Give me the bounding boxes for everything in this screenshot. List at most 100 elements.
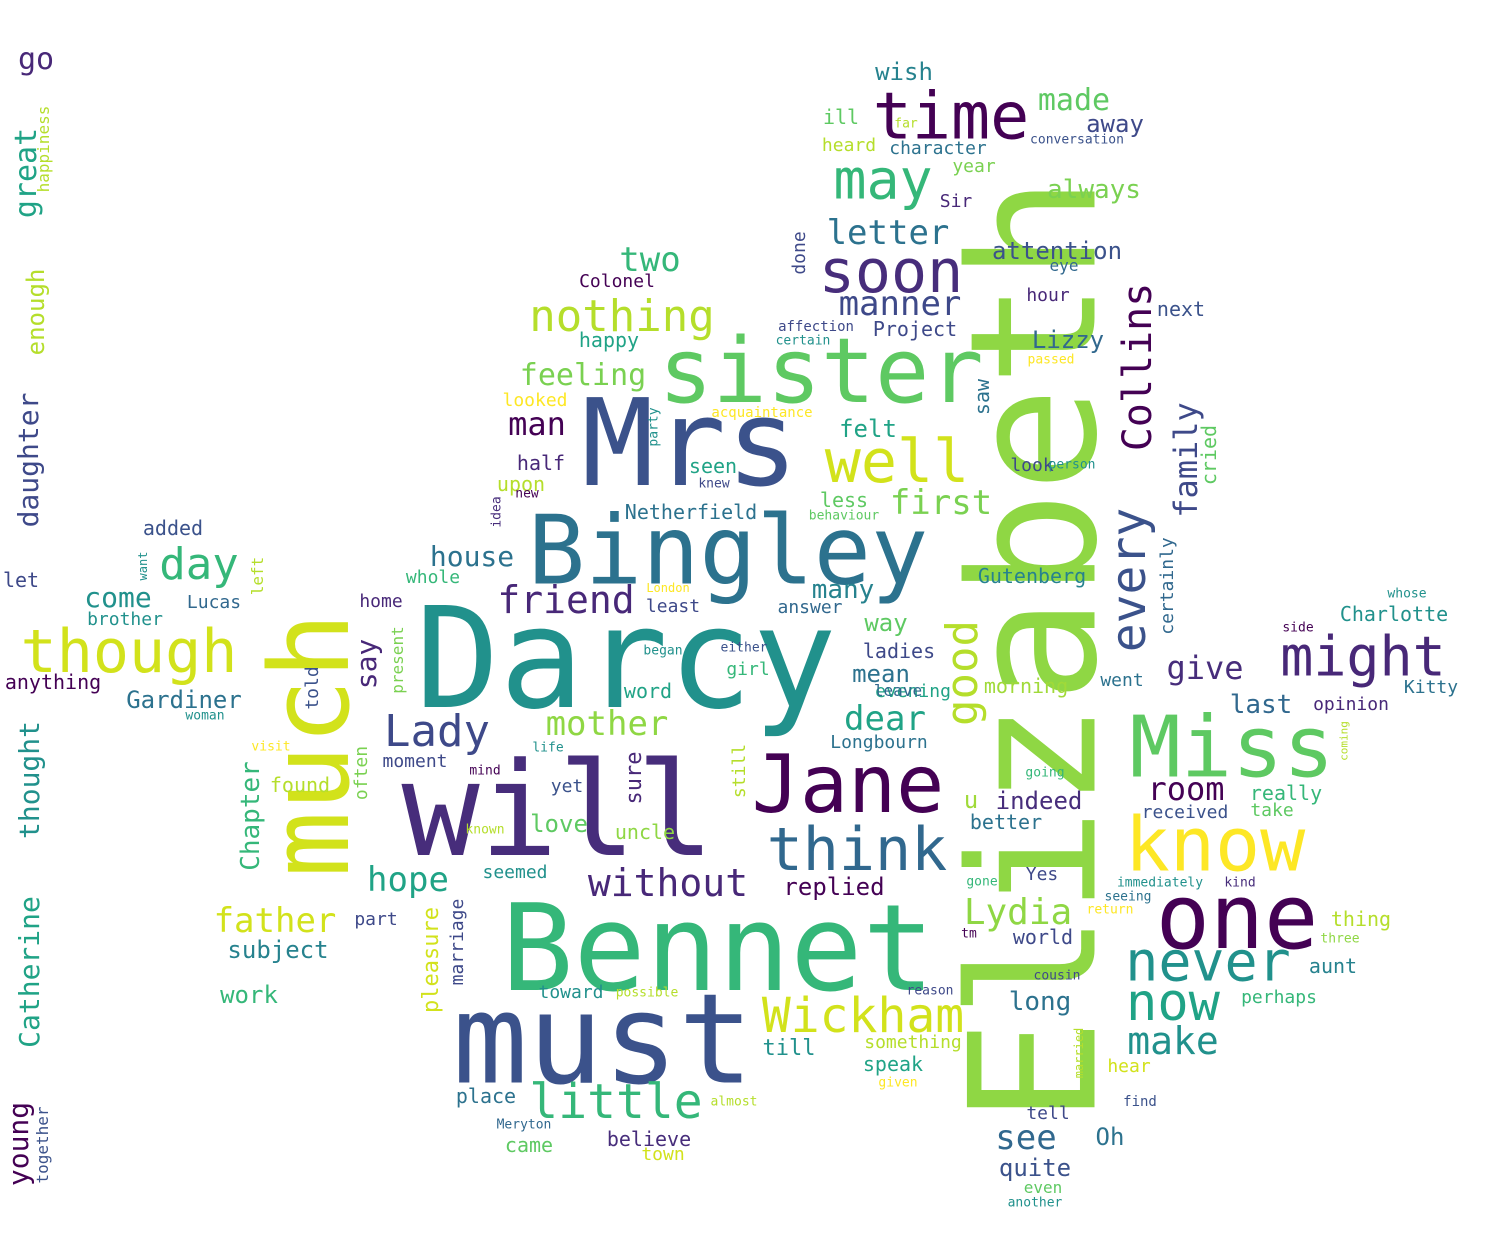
word-town: town <box>641 1144 685 1165</box>
word-dear: dear <box>844 699 926 739</box>
word-believe: believe <box>606 1127 692 1151</box>
word-look: look <box>1010 455 1054 476</box>
word-go: go <box>17 42 55 77</box>
word-oh: Oh <box>1095 1123 1125 1151</box>
word-mother: mother <box>545 704 669 744</box>
word-heard: heard <box>821 135 877 156</box>
word-made: made <box>1037 83 1111 118</box>
word-still: still <box>729 743 750 799</box>
word-sure: sure <box>622 751 647 805</box>
word-make: make <box>1127 1019 1219 1063</box>
word-longbourn: Longbourn <box>830 732 928 753</box>
word-conversation: conversation <box>1030 132 1124 148</box>
word-now: now <box>1126 973 1220 1033</box>
word-behaviour: behaviour <box>808 508 880 524</box>
word-eye: eye <box>1049 256 1079 275</box>
word-world: world <box>1012 925 1074 949</box>
word-hear: hear <box>1107 1056 1151 1077</box>
word-half: half <box>516 451 566 475</box>
word-leave: leave <box>873 681 923 700</box>
word-one: one <box>1155 865 1319 970</box>
word-wickham: Wickham <box>761 988 965 1044</box>
word-two: two <box>619 240 681 280</box>
word-take: take <box>1250 800 1294 821</box>
word-want: want <box>136 551 150 581</box>
word-subject: subject <box>227 936 329 964</box>
word-gutenberg: Gutenberg <box>977 564 1087 588</box>
word-year: year <box>952 156 996 177</box>
word-moment: moment <box>382 751 448 772</box>
word-word: word <box>623 679 673 703</box>
word-return: return <box>1086 902 1134 918</box>
word-man: man <box>508 405 566 443</box>
word-seemed: seemed <box>482 862 548 883</box>
word-long: long <box>1008 987 1072 1017</box>
word-certain: certain <box>775 333 831 349</box>
word-think: think <box>766 815 948 885</box>
word-house: house <box>429 540 515 573</box>
word-aunt: aunt <box>1308 954 1358 978</box>
word-going: going <box>1025 765 1065 781</box>
word-thing: thing <box>1330 907 1392 931</box>
word-less: less <box>819 488 869 512</box>
word-sister: sister <box>658 319 984 424</box>
word-acquaintance: acquaintance <box>711 405 813 421</box>
word-time: time <box>872 79 1030 155</box>
word-better: better <box>969 810 1043 834</box>
word-wish: wish <box>875 58 933 86</box>
word-quite: quite <box>998 1154 1072 1182</box>
word-next: next <box>1156 297 1206 321</box>
word-done: done <box>789 231 810 275</box>
word-side: side <box>1282 620 1314 636</box>
word-must: must <box>452 967 754 1113</box>
word-went: went <box>1100 670 1144 691</box>
word-find: find <box>1123 1094 1157 1110</box>
word-netherfield: Netherfield <box>624 500 758 524</box>
word-found: found <box>269 773 331 797</box>
word-opinion: opinion <box>1313 694 1389 715</box>
word-attention: attention <box>991 237 1123 265</box>
word-father: father <box>213 901 337 941</box>
word-toward: toward <box>538 982 604 1003</box>
word-certainly: certainly <box>1157 537 1178 635</box>
word-felt: felt <box>839 415 897 443</box>
word-part: part <box>354 909 398 930</box>
word-lizzy: Lizzy <box>1031 326 1105 354</box>
word-letter: letter <box>826 213 950 253</box>
word-told: told <box>302 666 323 710</box>
word-tm: tm <box>961 926 977 942</box>
word-saw: saw <box>970 378 994 416</box>
word-always: always <box>1047 175 1141 205</box>
word-looked: looked <box>502 390 568 411</box>
word-ill: ill <box>822 105 860 129</box>
word-good: good <box>937 620 988 726</box>
word-either: either <box>720 640 768 656</box>
word-bennet: Bennet <box>501 880 935 1019</box>
word-whose: whose <box>1387 586 1427 602</box>
word-sir: Sir <box>939 191 973 212</box>
word-know: know <box>1124 800 1306 889</box>
word-came: came <box>504 1133 554 1157</box>
word-seeing: seeing <box>1104 889 1152 905</box>
word-see: see <box>995 1118 1057 1158</box>
word-upon: upon <box>496 472 546 496</box>
word-lydia: Lydia <box>963 892 1073 933</box>
word-first: first <box>889 483 993 523</box>
word-pleasure: pleasure <box>419 907 444 1013</box>
word-mind: mind <box>469 763 501 779</box>
word-began: began <box>643 643 683 659</box>
word-least: least <box>645 596 701 617</box>
word-brother: brother <box>87 609 163 630</box>
word-ladies: ladies <box>862 639 936 663</box>
word-known: known <box>465 822 505 838</box>
word-charlotte: Charlotte <box>1339 602 1449 626</box>
word-together: together <box>33 1106 52 1184</box>
word-morning: morning <box>983 674 1069 698</box>
word-come: come <box>84 581 152 614</box>
word-hour: hour <box>1026 285 1070 306</box>
word-another: another <box>1007 1195 1063 1211</box>
word-three: three <box>1320 931 1360 947</box>
word-passed: passed <box>1027 352 1075 368</box>
word-person: person <box>1048 457 1096 473</box>
